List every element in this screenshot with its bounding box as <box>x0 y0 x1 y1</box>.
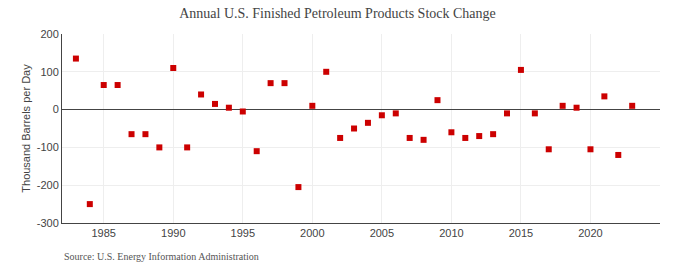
svg-text:Annual U.S. Finished Petroleum: Annual U.S. Finished Petroleum Products … <box>179 6 496 21</box>
svg-text:-300: -300 <box>37 217 59 229</box>
svg-text:2005: 2005 <box>370 227 394 239</box>
svg-text:2000: 2000 <box>300 227 324 239</box>
svg-text:Thousand Barrels per Day: Thousand Barrels per Day <box>20 64 32 193</box>
svg-text:0: 0 <box>53 103 59 115</box>
svg-text:2020: 2020 <box>578 227 602 239</box>
svg-text:-100: -100 <box>37 141 59 153</box>
svg-text:2015: 2015 <box>509 227 533 239</box>
svg-text:1990: 1990 <box>161 227 185 239</box>
svg-text:200: 200 <box>40 28 58 40</box>
svg-text:100: 100 <box>40 66 58 78</box>
svg-text:1985: 1985 <box>91 227 115 239</box>
svg-text:1995: 1995 <box>231 227 255 239</box>
svg-text:2010: 2010 <box>439 227 463 239</box>
svg-text:-200: -200 <box>37 179 59 191</box>
svg-text:Source: U.S. Energy Informatio: Source: U.S. Energy Information Administ… <box>64 251 259 262</box>
